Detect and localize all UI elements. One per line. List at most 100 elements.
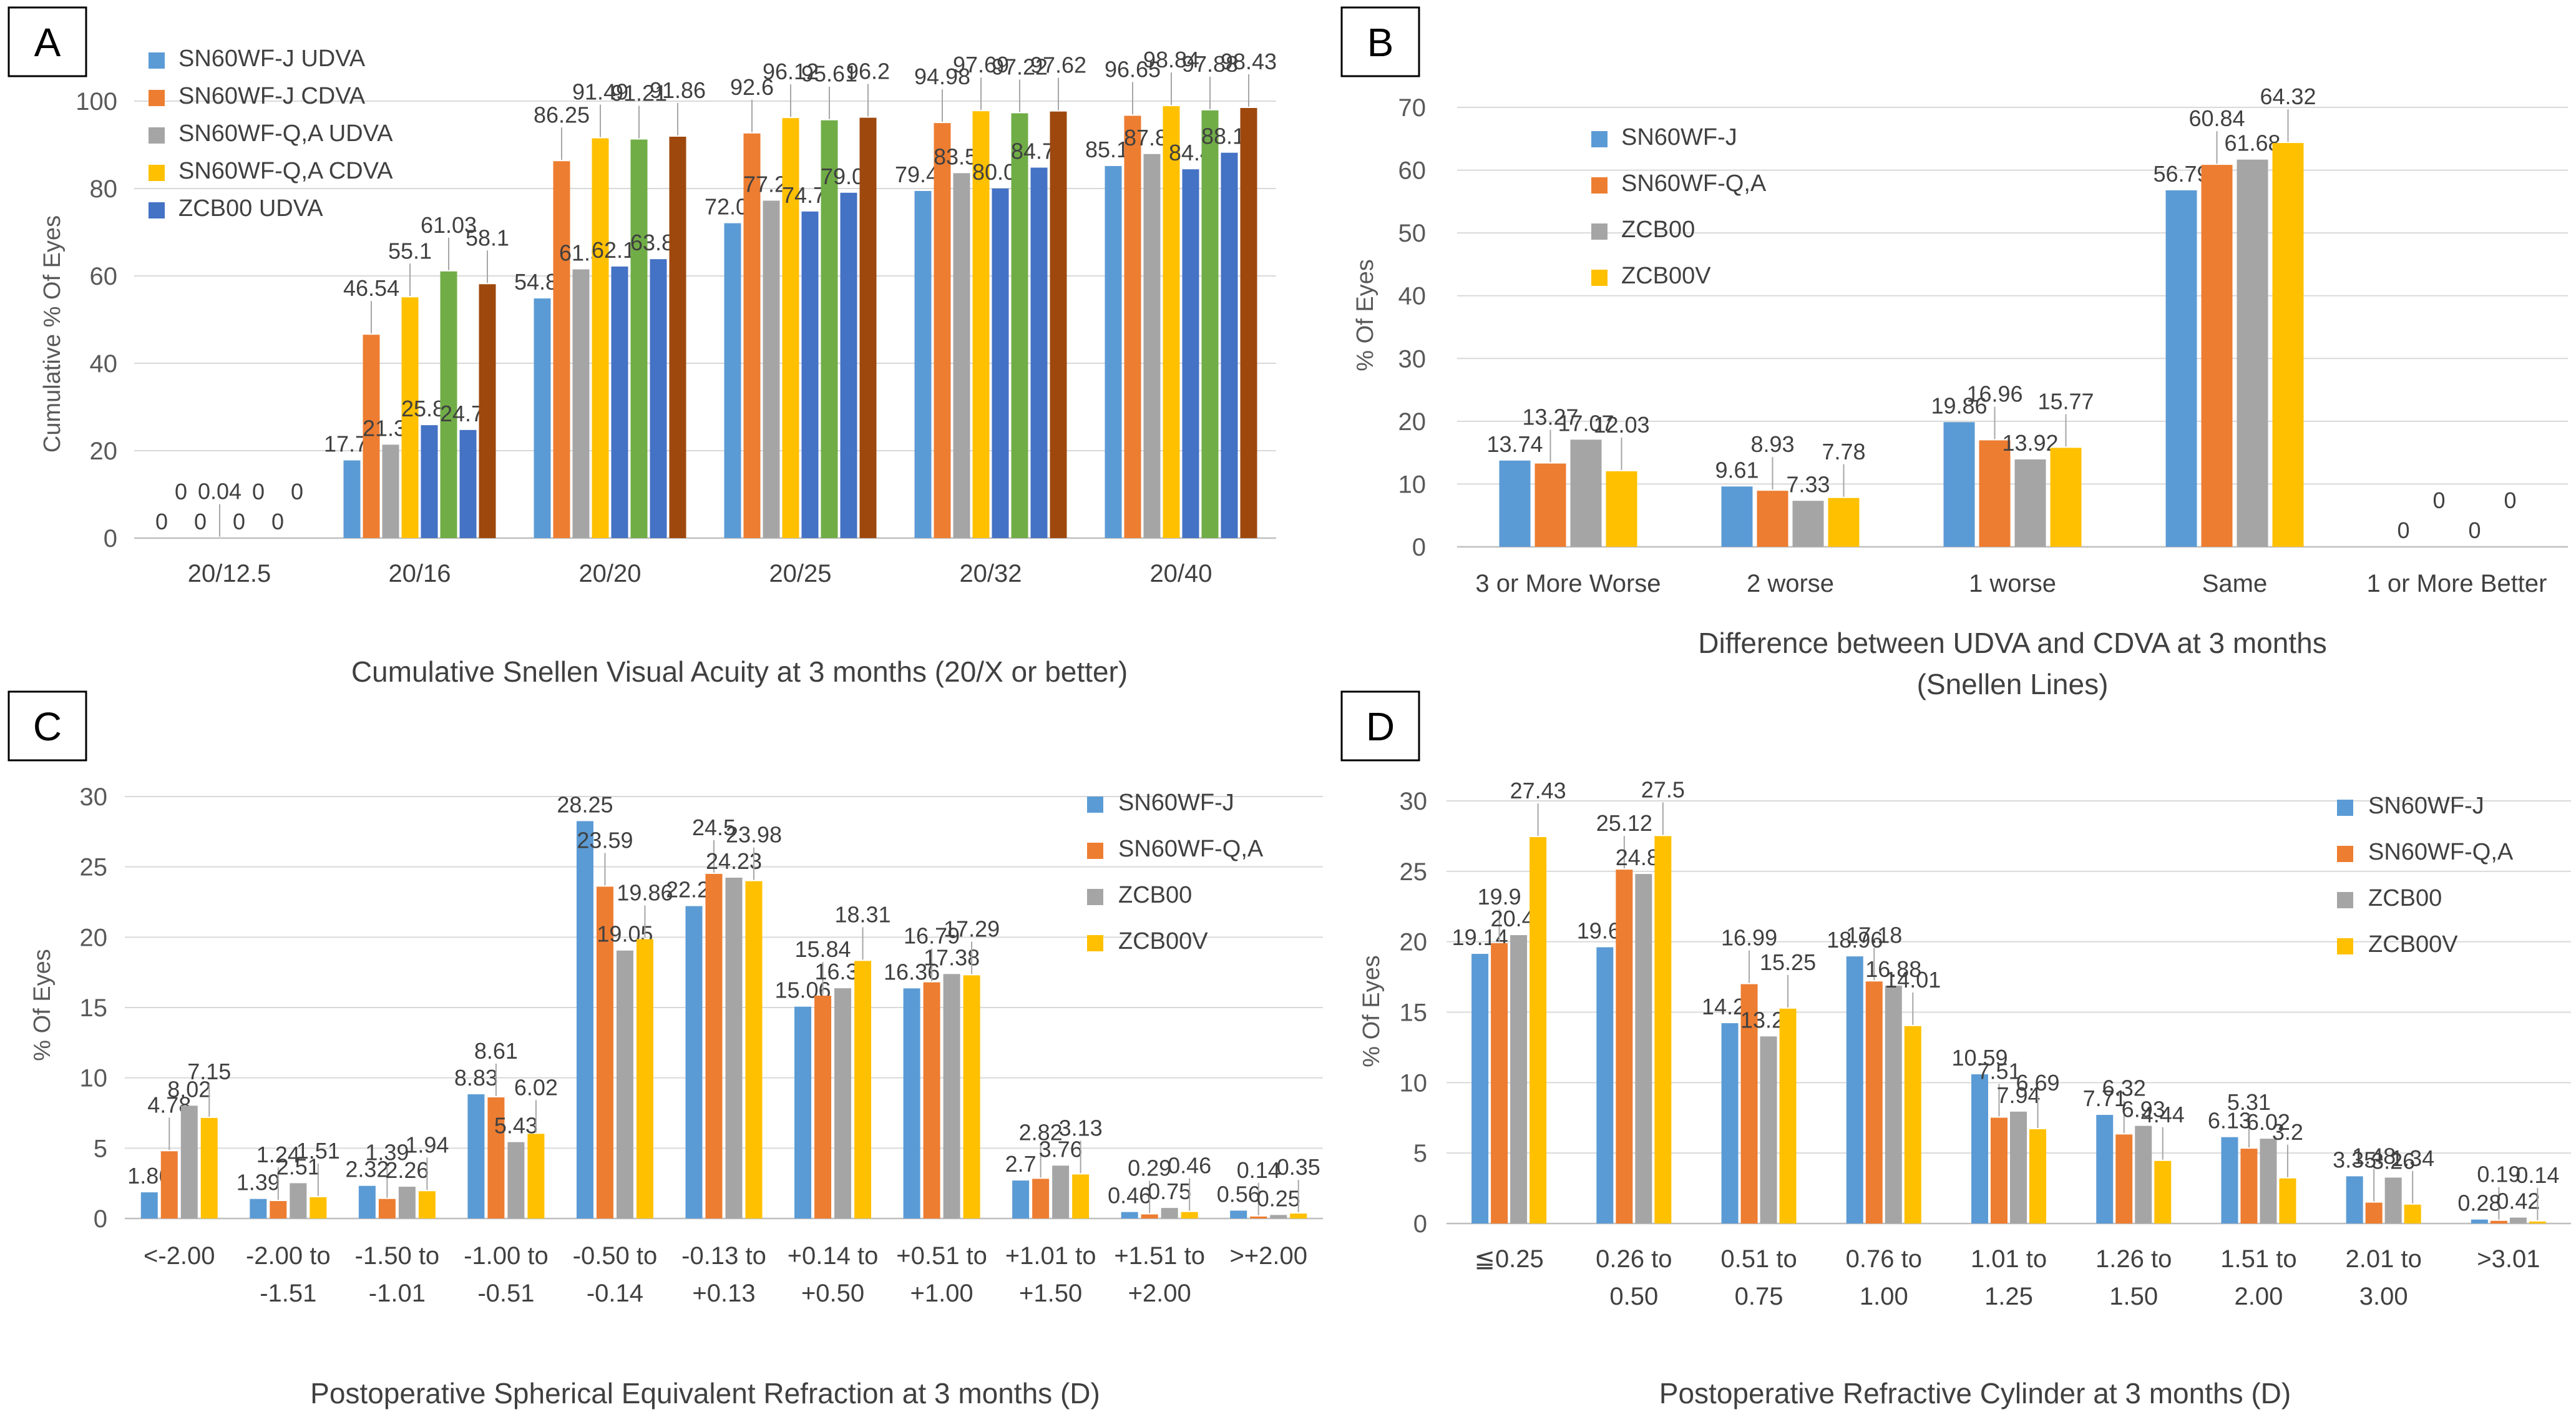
bar-a-s2-c1 (382, 444, 399, 538)
bar-c-s1-c2 (378, 1199, 396, 1218)
y-axis-label-d: % Of Eyes (1359, 955, 1385, 1067)
bar-c-s1-c4 (596, 886, 613, 1218)
y-tick-b-0: 0 (1412, 534, 1426, 561)
data-label-b-s1-c3: 60.84 (2188, 105, 2245, 131)
data-label-d-s3-c8: 0.14 (2515, 1162, 2559, 1188)
bar-d-s3-c7 (2404, 1204, 2421, 1223)
x-tick-c-5: -0.13 to (681, 1242, 766, 1270)
data-label-a-s3-c1: 55.1 (388, 238, 432, 263)
x-tick-d-4: 1.01 to (1971, 1245, 2047, 1273)
x-tick-c-2-line2: -1.01 (369, 1280, 426, 1307)
bar-a-s7-c2 (669, 136, 686, 539)
data-label-b-s3-c2: 15.77 (2037, 388, 2094, 414)
data-label-c-s3-c4: 19.86 (617, 880, 673, 905)
plot-area-b: 0 10 20 30 40 50 60 70 3 or More Worse 13.7413.27… (1398, 84, 2568, 597)
data-label-c-s1-c7: 16.79 (904, 923, 960, 949)
legend-label-b-1: SN60WF-Q,A (1621, 170, 1767, 197)
data-label-d-s0-c8: 0.28 (2457, 1190, 2501, 1216)
bar-d-s0-c4 (1971, 1074, 1988, 1223)
bar-d-s3-c4 (2029, 1129, 2046, 1223)
data-label-a-s7-c5: 98.43 (1221, 49, 1277, 74)
data-label-c-s3-c0: 7.15 (187, 1059, 231, 1084)
legend-label-d-3: ZCB00V (2368, 931, 2458, 958)
data-label-a-s1-c2: 86.25 (534, 102, 590, 127)
bar-b-s2-c2 (2014, 459, 2046, 547)
data-label-a-s7-c3: 96.2 (846, 59, 890, 84)
bar-d-s2-c7 (2384, 1177, 2402, 1223)
bar-c-s2-c10 (1270, 1215, 1287, 1218)
data-label-b-s3-c4: 0 (2504, 488, 2516, 513)
bar-c-s0-c6 (794, 1006, 812, 1218)
bar-a-s1-c3 (743, 133, 761, 539)
data-label-c-s3-c1: 1.51 (296, 1138, 340, 1164)
data-label-d-s2-c8: 0.42 (2496, 1189, 2540, 1214)
data-label-c-s1-c8: 2.82 (1019, 1119, 1063, 1145)
bar-a-s3-c4 (972, 111, 990, 539)
y-tick-d-0: 0 (1413, 1210, 1427, 1238)
bar-c-s2-c7 (943, 974, 960, 1218)
panel-a: A 02040608010020/12.50000.04000020/1617.… (7, 6, 1277, 688)
panel-letter-box-c (7, 690, 87, 762)
bar-d-s1-c4 (1991, 1117, 2008, 1223)
bar-a-s7-c1 (479, 284, 496, 538)
legend-label-d-2: ZCB00 (2368, 885, 2442, 911)
y-tick-d-3: 15 (1400, 999, 1428, 1027)
data-label-d-s0-c6: 6.13 (2208, 1108, 2252, 1134)
data-label-d-s1-c3: 17.18 (1846, 922, 1902, 948)
data-label-c-s0-c1: 1.39 (237, 1170, 280, 1195)
data-label-a-s1-c5: 96.65 (1105, 56, 1161, 82)
bar-c-s0-c8 (1012, 1180, 1030, 1218)
bar-b-s1-c0 (1534, 463, 1566, 547)
x-tick-d-3-line2: 1.00 (1860, 1283, 1908, 1310)
bar-c-s3-c7 (963, 975, 980, 1218)
data-label-d-s3-c3: 14.01 (1885, 967, 1941, 993)
data-label-c-s2-c8: 3.76 (1039, 1136, 1083, 1162)
data-label-a-s3-c3: 96.12 (763, 59, 819, 84)
y-tick-d-1: 5 (1413, 1140, 1427, 1167)
x-tick-c-8: +1.01 to (1005, 1242, 1096, 1270)
bar-d-s2-c2 (1760, 1036, 1777, 1223)
data-label-a-s5-c1: 61.03 (421, 212, 477, 238)
bar-c-s1-c9 (1141, 1214, 1158, 1218)
data-label-a-s3-c5: 98.84 (1143, 47, 1199, 72)
bar-a-s3-c3 (782, 118, 799, 538)
data-label-b-s1-c2: 16.96 (1966, 381, 2022, 406)
bar-c-s3-c6 (854, 961, 872, 1218)
legend-swatch-d-3 (2337, 938, 2353, 954)
x-tick-c-6-line2: +0.50 (801, 1280, 864, 1307)
chart-title-a: Cumulative Snellen Visual Acuity at 3 mo… (351, 655, 1128, 688)
bar-d-s3-c8 (2529, 1221, 2546, 1223)
data-label-d-s3-c5: 4.44 (2141, 1102, 2185, 1127)
bar-c-s3-c3 (527, 1134, 545, 1218)
x-tick-a-3: 20/25 (769, 560, 831, 587)
data-label-b-s3-c1: 7.78 (1822, 439, 1865, 464)
legend-swatch-c-1 (1087, 843, 1103, 859)
bar-a-s7-c3 (859, 117, 877, 539)
data-label-d-s2-c3: 16.88 (1865, 956, 1921, 982)
y-axis-label-c: % Of Eyes (29, 949, 56, 1061)
bar-c-s0-c1 (250, 1199, 267, 1218)
y-tick-b-7: 70 (1398, 94, 1427, 122)
bar-a-s5-c1 (440, 271, 457, 538)
legend-label-a-0: SN60WF-J UDVA (178, 46, 366, 72)
bar-a-s1-c4 (934, 123, 951, 538)
legend-swatch-b-2 (1591, 223, 1608, 240)
panel-letter-box-b (1340, 6, 1420, 77)
bar-a-s6-c4 (1030, 167, 1048, 538)
bar-c-s2-c2 (398, 1187, 416, 1218)
bar-c-s2-c1 (290, 1183, 307, 1218)
bar-c-s2-c5 (725, 878, 743, 1218)
panel-letter-box-d (1340, 690, 1420, 762)
bar-d-s2-c3 (1885, 986, 1902, 1223)
data-label-c-s3-c7: 17.29 (944, 916, 1000, 941)
bar-d-s2-c0 (1510, 935, 1528, 1223)
data-label-a-s0-c0: 0 (155, 509, 168, 534)
bar-a-s1-c2 (553, 161, 570, 538)
bar-a-s5-c3 (821, 120, 838, 539)
x-tick-c-9-line2: +2.00 (1128, 1280, 1191, 1307)
x-tick-c-3: -1.00 to (464, 1242, 549, 1270)
x-tick-c-10: >+2.00 (1229, 1242, 1307, 1270)
data-label-a-s5-c0: 0 (252, 479, 265, 504)
